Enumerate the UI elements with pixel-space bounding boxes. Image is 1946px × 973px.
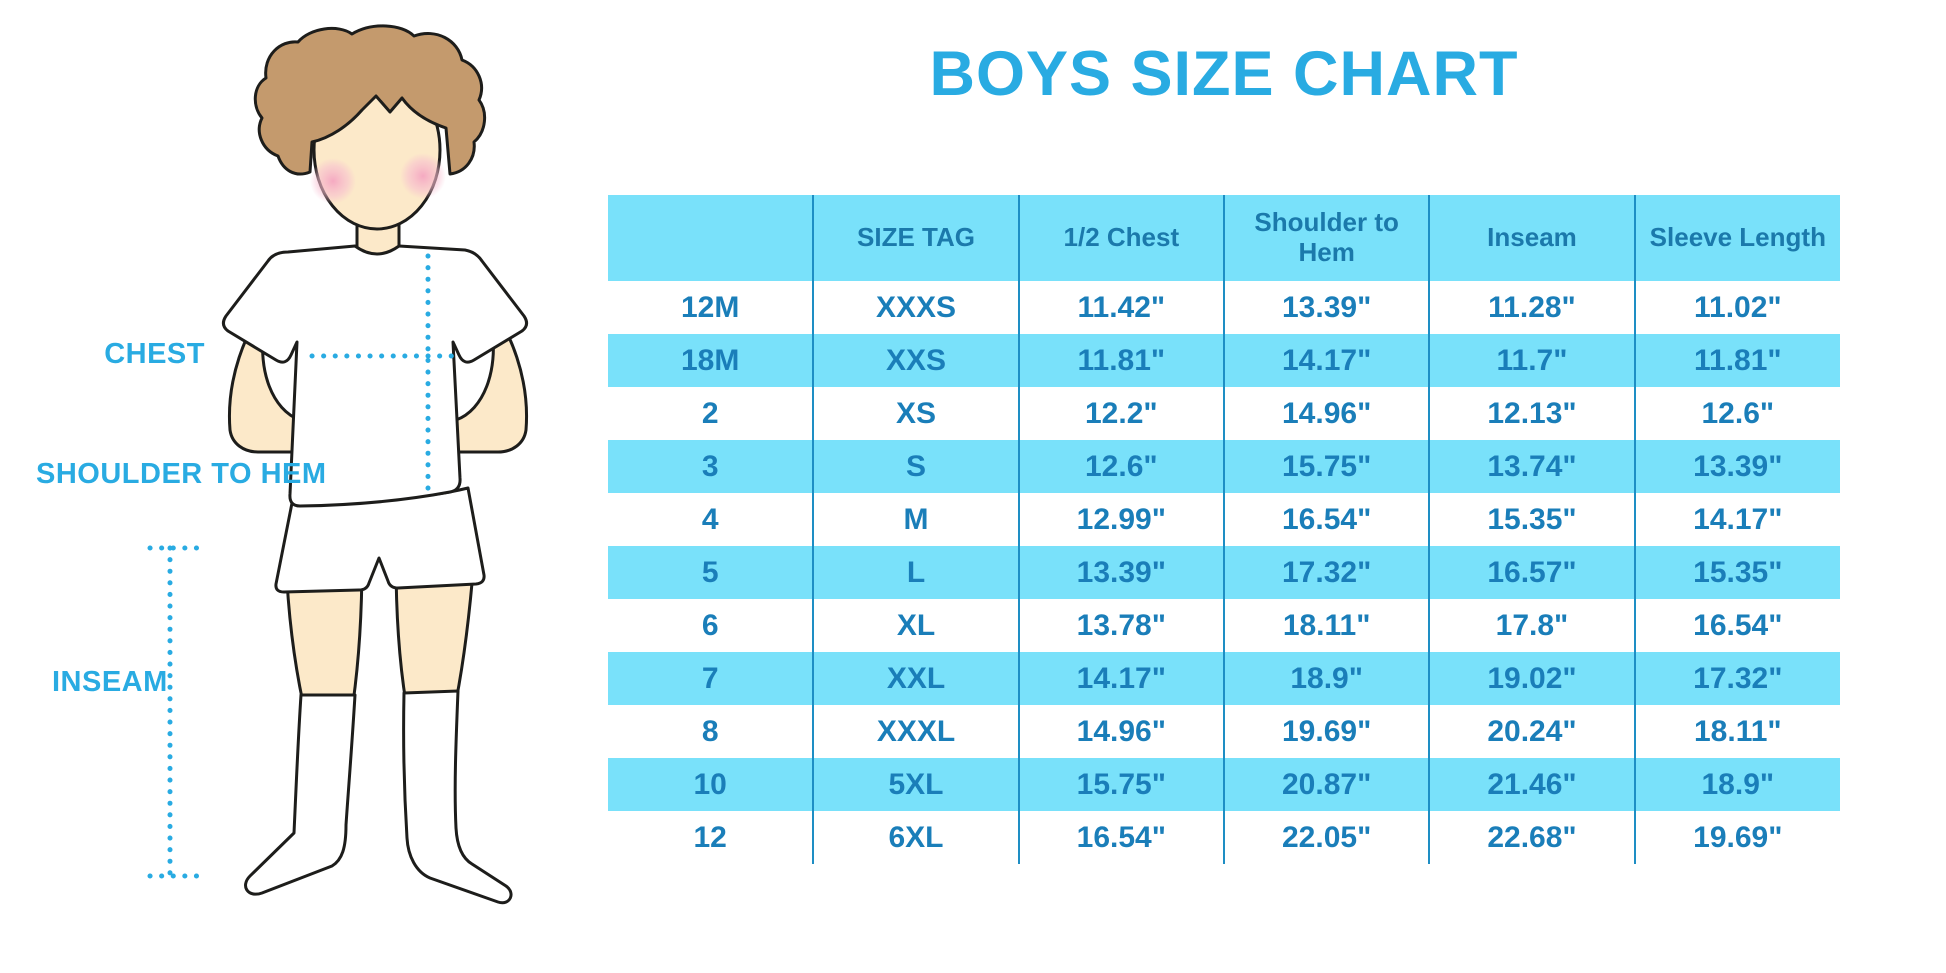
size-table: SIZE TAG 1/2 Chest Shoulder to Hem Inseam Sl… xyxy=(608,195,1840,864)
measurement-cell: 19.02" xyxy=(1428,652,1635,705)
column-header: Inseam xyxy=(1428,195,1635,281)
measurement-cell: 22.05" xyxy=(1222,811,1430,864)
size-label-cell: 18M xyxy=(608,334,814,387)
t-shirt xyxy=(221,244,529,508)
corner-header-cell xyxy=(608,195,814,281)
left-cheek xyxy=(310,158,356,204)
measurement-cell: 11.02" xyxy=(1633,281,1840,334)
measurement-cell: 13.39" xyxy=(1017,546,1224,599)
measurement-cell: 5XL xyxy=(812,758,1019,811)
measurement-cell: 13.78" xyxy=(1017,599,1224,652)
right-cheek xyxy=(400,153,446,199)
table-row: 10 5XL 15.75" 20.87" 21.46" 18.9" xyxy=(608,758,1840,811)
measurement-cell: XXS xyxy=(812,334,1019,387)
size-label-cell: 4 xyxy=(608,493,814,546)
measurement-cell: 19.69" xyxy=(1633,811,1840,864)
measurement-cell: 15.35" xyxy=(1428,493,1635,546)
hair xyxy=(253,24,487,176)
left-sock xyxy=(244,693,357,896)
boy-illustration xyxy=(147,24,529,905)
size-label-cell: 5 xyxy=(608,546,814,599)
size-table-body: 12M XXXS 11.42" 13.39" 11.28" 11.02" 18M XXS 11.… xyxy=(608,281,1840,864)
table-row: 4 M 12.99" 16.54" 15.35" 14.17" xyxy=(608,493,1840,546)
measurement-cell: 17.8" xyxy=(1428,599,1635,652)
measurement-cell: 16.57" xyxy=(1428,546,1635,599)
table-row: 3 S 12.6" 15.75" 13.74" 13.39" xyxy=(608,440,1840,493)
right-sock xyxy=(402,689,513,905)
measurement-cell: 11.81" xyxy=(1017,334,1224,387)
table-row: 2 XS 12.2" 14.96" 12.13" 12.6" xyxy=(608,387,1840,440)
measurement-cell: 11.7" xyxy=(1428,334,1635,387)
measurement-cell: 17.32" xyxy=(1222,546,1430,599)
measurement-cell: 12.6" xyxy=(1633,387,1840,440)
size-label-cell: 10 xyxy=(608,758,814,811)
table-row: 6 XL 13.78" 18.11" 17.8" 16.54" xyxy=(608,599,1840,652)
measurement-cell: 19.69" xyxy=(1222,705,1430,758)
measurement-cell: 14.17" xyxy=(1222,334,1430,387)
measurement-cell: 20.24" xyxy=(1428,705,1635,758)
table-row: 18M XXS 11.81" 14.17" 11.7" 11.81" xyxy=(608,334,1840,387)
size-label-cell: 3 xyxy=(608,440,814,493)
measurement-cell: 16.54" xyxy=(1633,599,1840,652)
measurement-cell: 16.54" xyxy=(1222,493,1430,546)
measurement-cell: 18.11" xyxy=(1633,705,1840,758)
measurement-cell: XL xyxy=(812,599,1019,652)
measurement-cell: 13.39" xyxy=(1222,281,1430,334)
measurement-cell: 12.13" xyxy=(1428,387,1635,440)
column-header: Sleeve Length xyxy=(1633,195,1840,281)
measurement-cell: 15.35" xyxy=(1633,546,1840,599)
measurement-cell: 13.39" xyxy=(1633,440,1840,493)
table-row: 12 6XL 16.54" 22.05" 22.68" 19.69" xyxy=(608,811,1840,864)
measurement-cell: 20.87" xyxy=(1222,758,1430,811)
column-header: Shoulder to Hem xyxy=(1222,195,1430,281)
measurement-cell: 14.17" xyxy=(1017,652,1224,705)
measurement-cell: 15.75" xyxy=(1017,758,1224,811)
measurement-cell: XXXL xyxy=(812,705,1019,758)
measurement-cell: 18.11" xyxy=(1222,599,1430,652)
measurement-cell: 11.42" xyxy=(1017,281,1224,334)
measurement-cell: 18.9" xyxy=(1633,758,1840,811)
measurement-cell: 11.28" xyxy=(1428,281,1635,334)
measurement-cell: 16.54" xyxy=(1017,811,1224,864)
page-title: BOYS SIZE CHART xyxy=(929,39,1519,109)
column-header: 1/2 Chest xyxy=(1017,195,1224,281)
size-label-cell: 8 xyxy=(608,705,814,758)
measurement-cell: 14.96" xyxy=(1222,387,1430,440)
measurement-cell: 14.96" xyxy=(1017,705,1224,758)
shoulder-to-hem-label: SHOULDER TO HEM xyxy=(36,458,327,490)
size-label-cell: 7 xyxy=(608,652,814,705)
measurement-cell: 18.9" xyxy=(1222,652,1430,705)
table-row: 7 XXL 14.17" 18.9" 19.02" 17.32" xyxy=(608,652,1840,705)
table-header-row: SIZE TAG 1/2 Chest Shoulder to Hem Inseam Sl… xyxy=(608,195,1840,281)
table-row: 5 L 13.39" 17.32" 16.57" 15.35" xyxy=(608,546,1840,599)
table-row: 12M XXXS 11.42" 13.39" 11.28" 11.02" xyxy=(608,281,1840,334)
size-label-cell: 12 xyxy=(608,811,814,864)
measurement-cell: 22.68" xyxy=(1428,811,1635,864)
measurement-cell: 11.81" xyxy=(1633,334,1840,387)
measurement-cell: 21.46" xyxy=(1428,758,1635,811)
measurement-cell: 17.32" xyxy=(1633,652,1840,705)
measurement-cell: 12.2" xyxy=(1017,387,1224,440)
measurement-cell: 15.75" xyxy=(1222,440,1430,493)
measurement-cell: XS xyxy=(812,387,1019,440)
measurement-cell: 6XL xyxy=(812,811,1019,864)
measurement-cell: M xyxy=(812,493,1019,546)
measurement-cell: 14.17" xyxy=(1633,493,1840,546)
measurement-cell: XXL xyxy=(812,652,1019,705)
inseam-label: INSEAM xyxy=(52,666,168,698)
table-row: 8 XXXL 14.96" 19.69" 20.24" 18.11" xyxy=(608,705,1840,758)
measurement-cell: XXXS xyxy=(812,281,1019,334)
size-label-cell: 2 xyxy=(608,387,814,440)
chest-label: CHEST xyxy=(104,338,205,370)
measurement-cell: L xyxy=(812,546,1019,599)
size-label-cell: 6 xyxy=(608,599,814,652)
measurement-cell: 12.6" xyxy=(1017,440,1224,493)
size-label-cell: 12M xyxy=(608,281,814,334)
column-header: SIZE TAG xyxy=(812,195,1019,281)
measurement-cell: 12.99" xyxy=(1017,493,1224,546)
measurement-cell: S xyxy=(812,440,1019,493)
measurement-cell: 13.74" xyxy=(1428,440,1635,493)
